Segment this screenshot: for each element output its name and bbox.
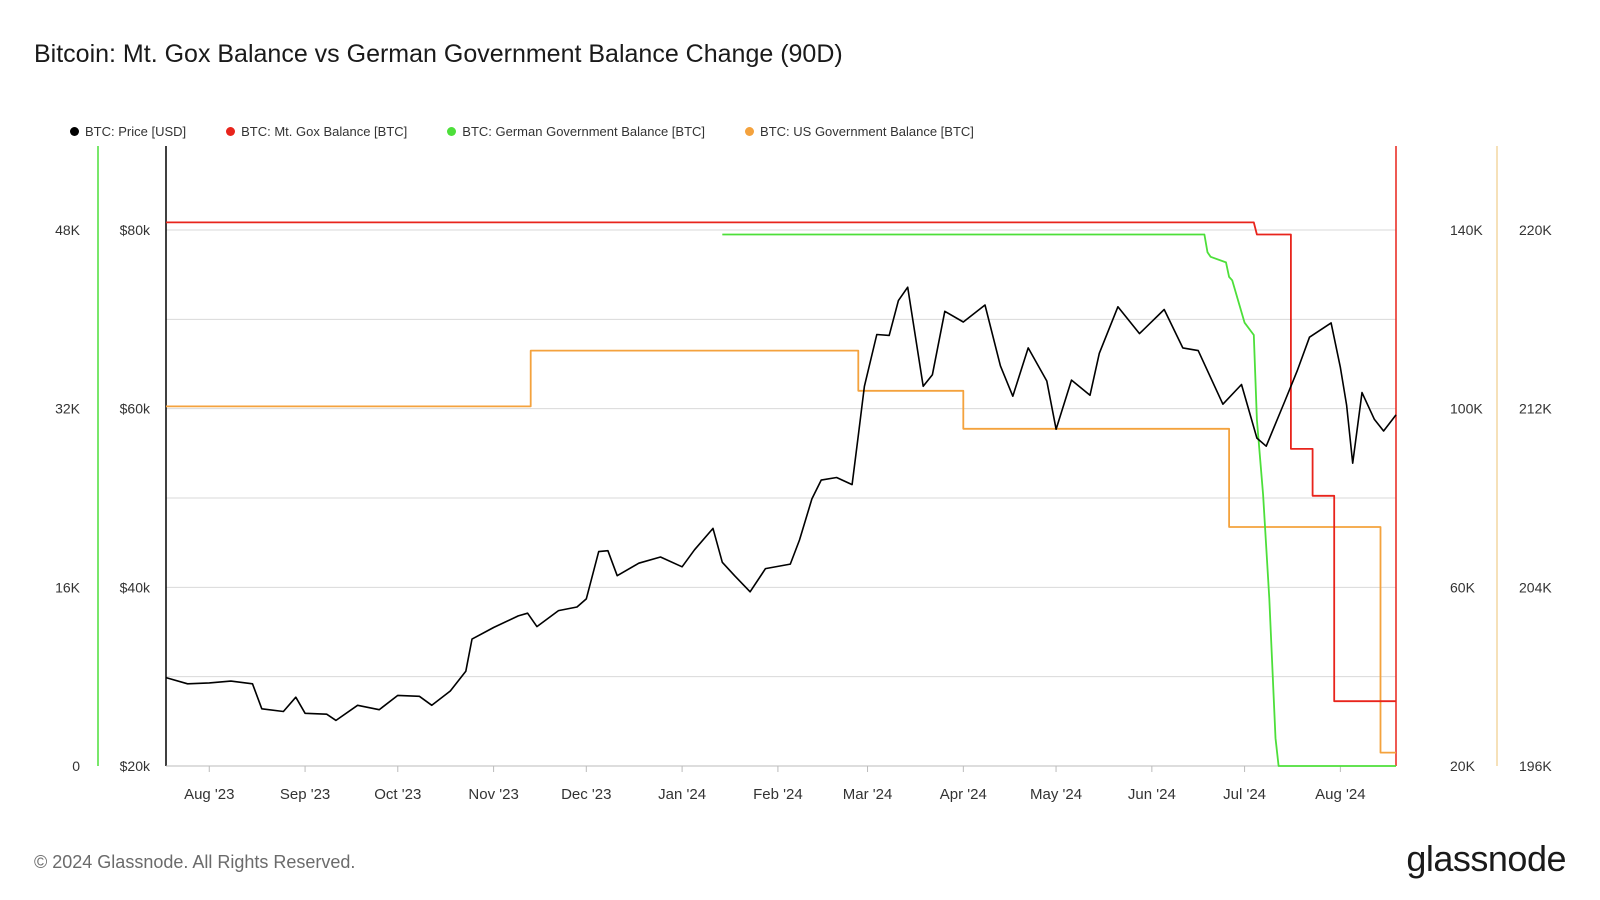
- us-tick-label-3: 220K: [1519, 222, 1552, 238]
- mtgox-tick-label-1: 60K: [1450, 579, 1476, 595]
- series-line-btc-mt-gox-balance-btc-: [166, 221, 1396, 703]
- german-tick-label-3: 48K: [55, 222, 81, 238]
- german-tick-label-1: 16K: [55, 579, 81, 595]
- chart-title: Bitcoin: Mt. Gox Balance vs German Gover…: [34, 40, 843, 68]
- us-tick-label-0: 196K: [1519, 758, 1552, 774]
- x-tick-label-3: Nov '23: [468, 786, 518, 803]
- x-tick-label-4: Dec '23: [561, 786, 611, 803]
- x-tick-label-1: Sep '23: [280, 786, 330, 803]
- copyright-footer: © 2024 Glassnode. All Rights Reserved.: [34, 852, 356, 872]
- legend-item-us[interactable]: BTC: US Government Balance [BTC]: [745, 124, 974, 139]
- mtgox-tick-label-0: 20K: [1450, 758, 1476, 774]
- legend-dot-us: [745, 127, 755, 136]
- x-tick-label-10: Jun '24: [1128, 786, 1176, 803]
- price-tick-label-1: $40k: [120, 579, 151, 595]
- x-tick-label-5: Jan '24: [658, 786, 706, 803]
- price-tick-label-3: $80k: [120, 222, 151, 238]
- legend-item-german[interactable]: BTC: German Government Balance [BTC]: [447, 124, 705, 139]
- x-tick-label-8: Apr '24: [940, 786, 987, 803]
- legend-dot-price: [70, 127, 79, 136]
- legend: BTC: Price [USD] BTC: Mt. Gox Balance [B…: [70, 124, 974, 139]
- legend-dot-german: [447, 127, 457, 136]
- german-tick-label-0: 0: [72, 758, 80, 774]
- x-tick-label-7: Mar '24: [843, 786, 893, 803]
- series-line-btc-price-usd-: [165, 286, 1397, 722]
- x-tick-label-12: Aug '24: [1315, 786, 1365, 803]
- price-tick-label-0: $20k: [120, 758, 151, 774]
- legend-dot-mtgox: [226, 127, 236, 136]
- series-line-btc-german-government-balance-btc-: [722, 233, 1396, 767]
- legend-label-mtgox: BTC: Mt. Gox Balance [BTC]: [241, 124, 408, 139]
- us-tick-label-1: 204K: [1519, 579, 1552, 595]
- legend-item-mtgox[interactable]: BTC: Mt. Gox Balance [BTC]: [226, 124, 407, 139]
- x-tick-label-0: Aug '23: [184, 786, 234, 803]
- mtgox-tick-label-3: 140K: [1450, 222, 1483, 238]
- us-tick-label-2: 212K: [1519, 401, 1552, 417]
- glassnode-logo: glassnode: [1406, 838, 1566, 879]
- legend-label-us: BTC: US Government Balance [BTC]: [760, 124, 974, 139]
- german-tick-label-2: 32K: [55, 401, 81, 417]
- legend-item-price[interactable]: BTC: Price [USD]: [70, 124, 186, 139]
- x-tick-label-11: Jul '24: [1223, 786, 1266, 803]
- x-tick-label-9: May '24: [1030, 786, 1082, 803]
- price-tick-label-2: $60k: [120, 401, 151, 417]
- series-line-btc-us-government-balance-btc-: [166, 349, 1396, 754]
- mtgox-tick-label-2: 100K: [1450, 401, 1483, 417]
- legend-label-price: BTC: Price [USD]: [85, 124, 187, 139]
- x-tick-label-6: Feb '24: [753, 786, 803, 803]
- legend-label-german: BTC: German Government Balance [BTC]: [462, 124, 706, 139]
- x-tick-label-2: Oct '23: [374, 786, 421, 803]
